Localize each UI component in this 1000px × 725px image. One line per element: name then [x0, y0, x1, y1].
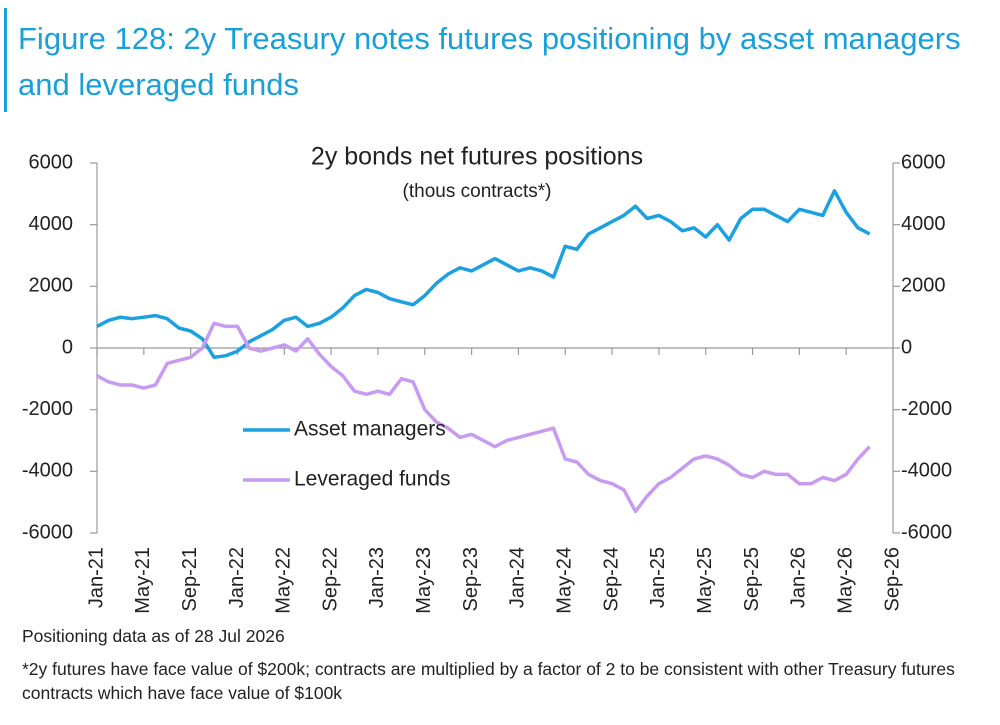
- y-tick-label: -6000: [22, 521, 73, 543]
- legend-label: Asset managers: [294, 418, 446, 441]
- y2-tick-label: -2000: [901, 398, 952, 420]
- title-accent: [4, 8, 7, 112]
- x-tick-label: May-22: [273, 547, 295, 614]
- y-tick-label: 6000: [29, 151, 74, 173]
- y2-tick-label: 4000: [901, 213, 946, 235]
- x-tick-label: May-21: [132, 547, 154, 614]
- y2-tick-label: 6000: [901, 151, 946, 173]
- y-tick-label: -2000: [22, 398, 73, 420]
- legend-label: Leveraged funds: [294, 468, 450, 491]
- chart-title: 2y bonds net futures positions: [311, 143, 643, 171]
- y2-tick-label: -6000: [901, 521, 952, 543]
- chart-subtitle: (thous contracts*): [403, 181, 552, 202]
- series-line: [96, 189, 871, 360]
- x-tick-label: Jan-25: [647, 547, 669, 608]
- x-tick-label: Sep-21: [179, 547, 201, 612]
- x-tick-label: May-25: [694, 547, 716, 614]
- footnote: *2y futures have face value of $200k; co…: [22, 659, 955, 703]
- y-tick-label: 2000: [29, 275, 74, 297]
- y-tick-label: -4000: [22, 460, 73, 482]
- figure-title: Figure 128: 2y Treasury notes futures po…: [18, 21, 961, 102]
- series-line: [96, 321, 871, 514]
- x-tick-label: May-26: [834, 547, 856, 614]
- y-tick-label: 4000: [29, 213, 74, 235]
- y-tick-label: 0: [62, 336, 73, 358]
- x-tick-label: Jan-21: [85, 547, 107, 608]
- x-tick-label: Jan-22: [226, 547, 248, 608]
- x-tick-label: May-24: [554, 547, 576, 614]
- y2-tick-label: 2000: [901, 275, 946, 297]
- x-tick-label: Jan-26: [788, 547, 810, 608]
- x-tick-label: Sep-25: [741, 547, 763, 612]
- footnote: Positioning data as of 28 Jul 2026: [22, 626, 285, 646]
- x-tick-label: May-23: [413, 547, 435, 614]
- x-tick-label: Jan-23: [366, 547, 388, 608]
- x-tick-label: Jan-24: [507, 547, 529, 608]
- x-tick-label: Sep-24: [600, 547, 622, 612]
- x-tick-label: Sep-23: [460, 547, 482, 612]
- x-tick-label: Sep-22: [319, 547, 341, 612]
- y2-tick-label: -4000: [901, 460, 952, 482]
- y2-tick-label: 0: [901, 336, 912, 358]
- x-tick-label: Sep-26: [881, 547, 903, 612]
